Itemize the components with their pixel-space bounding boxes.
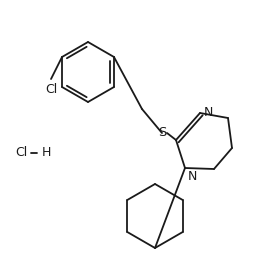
- Text: N: N: [204, 105, 213, 119]
- Text: Cl: Cl: [45, 83, 57, 96]
- Text: H: H: [42, 147, 51, 159]
- Text: N: N: [188, 170, 197, 183]
- Text: Cl: Cl: [15, 147, 27, 159]
- Text: S: S: [158, 127, 166, 139]
